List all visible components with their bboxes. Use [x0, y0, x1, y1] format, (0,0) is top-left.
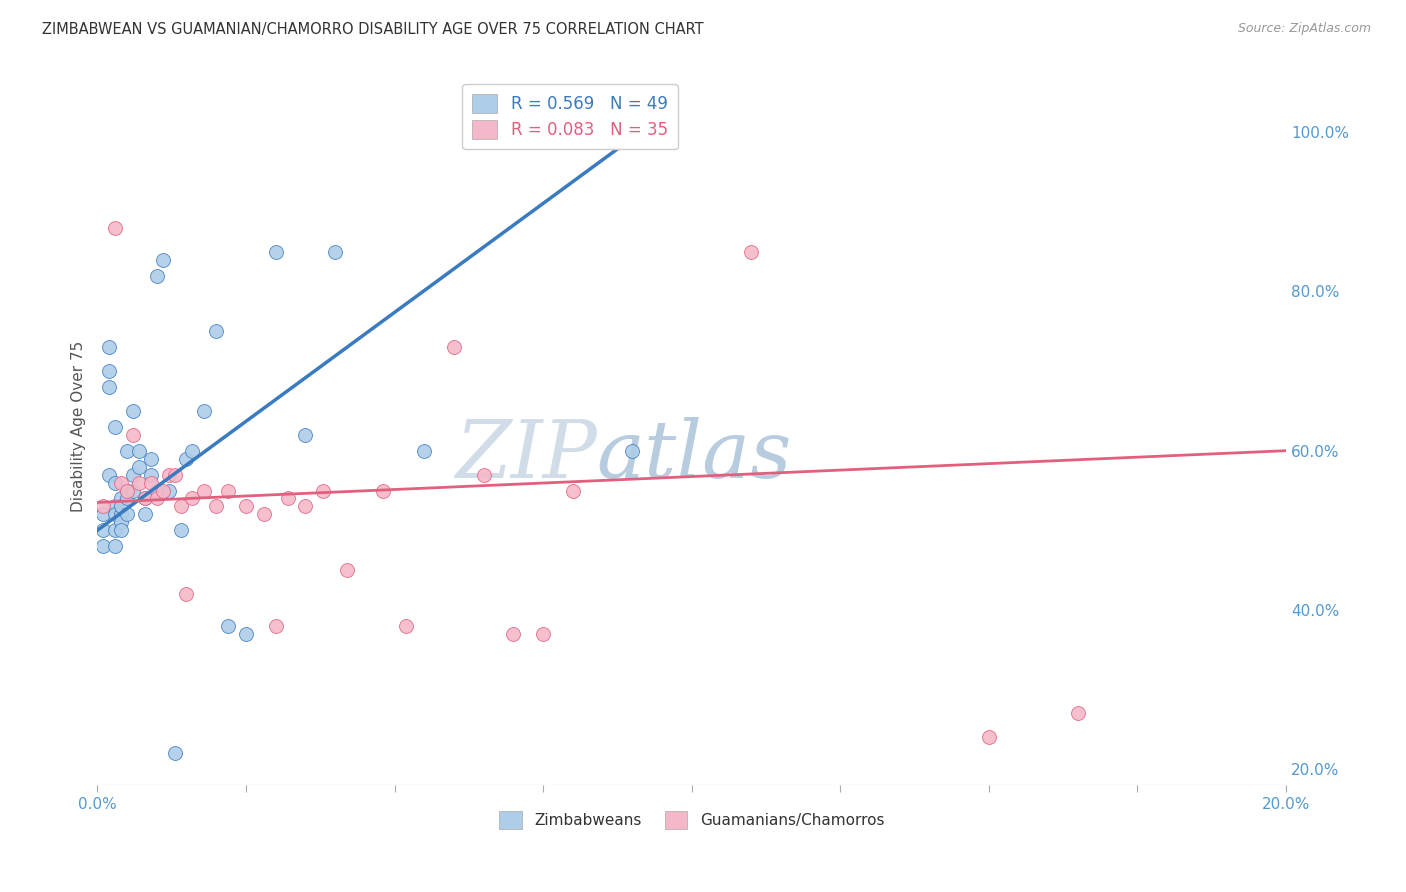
Point: [235, 500, 257, 514]
Legend: Zimbabweans, Guamanians/Chamorros: Zimbabweans, Guamanians/Chamorros: [494, 805, 890, 835]
Point: [176, 587, 198, 601]
Point: [91, 539, 114, 553]
Point: [110, 491, 132, 506]
Text: Source: ZipAtlas.com: Source: ZipAtlas.com: [1237, 22, 1371, 36]
Point: [336, 563, 359, 577]
Point: [621, 443, 644, 458]
Point: [146, 268, 169, 283]
Text: atlas: atlas: [596, 417, 792, 494]
Point: [740, 244, 762, 259]
Point: [413, 443, 436, 458]
Point: [163, 467, 186, 482]
Point: [122, 467, 145, 482]
Point: [1067, 706, 1090, 721]
Point: [323, 244, 346, 259]
Point: [181, 491, 204, 506]
Point: [139, 451, 162, 466]
Point: [294, 427, 316, 442]
Point: [104, 500, 127, 514]
Point: [157, 483, 180, 498]
Point: [264, 619, 287, 633]
Point: [977, 731, 1000, 745]
Point: [128, 459, 150, 474]
Point: [115, 483, 138, 498]
Point: [115, 443, 138, 458]
Point: [128, 443, 150, 458]
Point: [110, 516, 132, 530]
Point: [110, 524, 132, 538]
Point: [561, 483, 583, 498]
Point: [502, 627, 524, 641]
Point: [651, 125, 673, 139]
Point: [443, 340, 465, 354]
Point: [134, 491, 156, 506]
Point: [104, 419, 127, 434]
Point: [531, 627, 554, 641]
Point: [163, 746, 186, 760]
Point: [253, 508, 276, 522]
Point: [146, 483, 169, 498]
Point: [115, 483, 138, 498]
Point: [104, 475, 127, 490]
Point: [146, 491, 169, 506]
Point: [205, 500, 228, 514]
Point: [91, 500, 114, 514]
Point: [139, 475, 162, 490]
Point: [134, 508, 156, 522]
Point: [217, 483, 239, 498]
Point: [104, 539, 127, 553]
Point: [205, 324, 228, 338]
Point: [472, 467, 495, 482]
Point: [181, 443, 204, 458]
Point: [98, 364, 121, 378]
Point: [134, 491, 156, 506]
Point: [193, 483, 215, 498]
Point: [235, 627, 257, 641]
Point: [110, 475, 132, 490]
Y-axis label: Disability Age Over 75: Disability Age Over 75: [72, 341, 86, 512]
Point: [122, 483, 145, 498]
Point: [115, 508, 138, 522]
Point: [139, 467, 162, 482]
Point: [104, 220, 127, 235]
Point: [110, 500, 132, 514]
Text: ZIP: ZIP: [454, 417, 596, 494]
Point: [122, 404, 145, 418]
Text: ZIMBABWEAN VS GUAMANIAN/CHAMORRO DISABILITY AGE OVER 75 CORRELATION CHART: ZIMBABWEAN VS GUAMANIAN/CHAMORRO DISABIL…: [42, 22, 704, 37]
Point: [217, 619, 239, 633]
Point: [128, 475, 150, 490]
Point: [264, 244, 287, 259]
Point: [277, 491, 299, 506]
Point: [152, 483, 174, 498]
Point: [91, 524, 114, 538]
Point: [176, 451, 198, 466]
Point: [157, 467, 180, 482]
Point: [110, 508, 132, 522]
Point: [98, 340, 121, 354]
Point: [193, 404, 215, 418]
Point: [104, 524, 127, 538]
Point: [371, 483, 394, 498]
Point: [91, 508, 114, 522]
Point: [98, 380, 121, 394]
Point: [312, 483, 335, 498]
Point: [169, 500, 191, 514]
Point: [104, 508, 127, 522]
Point: [98, 467, 121, 482]
Point: [294, 500, 316, 514]
Point: [115, 491, 138, 506]
Point: [395, 619, 418, 633]
Point: [169, 524, 191, 538]
Point: [152, 252, 174, 267]
Point: [122, 427, 145, 442]
